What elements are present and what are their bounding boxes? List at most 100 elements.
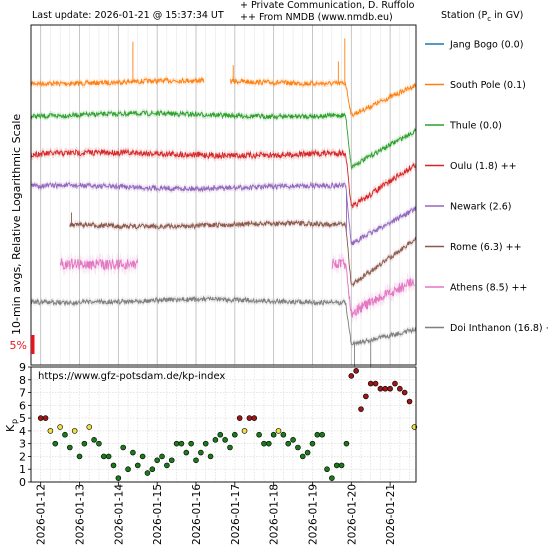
kp-point [232,431,238,438]
kp-point [105,453,112,460]
kp-point [130,449,136,456]
kp-point [173,440,180,447]
kp-point [207,453,214,460]
top-y-axis-label: 10-min avgs, Relative Logarithmic Scale [10,114,23,335]
legend-title: Station (Pc in GV) [441,10,523,25]
kp-point [309,440,316,447]
date-tick-label: 2026-01-14 [113,484,125,545]
kp-ytick-label: 0 [19,476,26,489]
kp-point [37,415,44,421]
series-line [30,109,417,170]
kp-point [168,457,175,464]
kp-point [67,444,73,451]
kp-point [392,380,398,387]
kp-point [285,440,292,447]
date-tick-label: 2026-01-15 [152,484,164,545]
kp-ytick-label: 9 [19,361,26,374]
kp-point [353,368,359,374]
series-athens [59,251,415,324]
kp-ytick-label: 3 [19,438,26,451]
top-plot-frame [30,24,417,366]
kp-point [212,437,219,443]
date-tick-label: 2026-01-16 [191,484,203,545]
kp-point [314,431,321,438]
series-south-pole [30,75,417,120]
kp-point [115,475,122,481]
kp-plot-area [31,367,416,482]
credit-private-communication: + Private Communication, D. Ruffolo [240,0,415,11]
series-rome [69,218,417,289]
last-update-text: Last update: 2026-01-21 @ 15:37:34 UT [32,10,224,21]
kp-point [333,462,340,469]
date-tick-label: 2026-01-20 [346,484,358,545]
kp-point [363,393,369,400]
kp-ytick-label: 7 [19,387,26,400]
kp-point [159,453,165,460]
kp-point [358,406,364,412]
kp-point [241,428,248,434]
kp-point [91,437,97,443]
kp-point [47,428,54,434]
legend-label: Oulu (1.8) ++ [450,161,517,172]
station-series [30,38,417,399]
date-tick-label: 2026-01-21 [385,484,397,545]
kp-point [164,462,170,469]
kp-point [110,462,117,469]
kp-point [295,444,301,451]
series-spread-band [31,179,416,249]
kp-point [270,431,277,438]
series-line [30,148,417,209]
kp-point [62,431,68,438]
scale-marker-bar [31,335,35,354]
kp-point [401,389,408,396]
kp-point [261,440,267,447]
credit-nmdb: ++ From NMDB (www.nmdb.eu) [240,12,393,23]
series-line [331,257,415,319]
kp-point [42,415,49,421]
kp-point [275,428,282,434]
legend-title-tail: in GV) [491,10,524,21]
kp-point [406,398,413,405]
kp-point [76,453,83,460]
kp-point [81,440,88,447]
date-tick-label: 2026-01-13 [75,484,87,545]
kp-point [387,385,393,392]
kp-ytick-label: 4 [19,425,26,438]
kp-point [304,449,311,456]
kp-y-axis-label: K [4,424,17,432]
kp-point [154,457,160,464]
kp-point [338,462,345,469]
series-line [30,295,417,346]
kp-ytick-label: 6 [19,399,26,412]
kp-point [100,453,107,460]
kp-point [86,424,93,430]
kp-point [299,453,306,460]
legend-title-main: Station (P [441,10,488,21]
date-tick-label: 2026-01-19 [307,484,319,545]
scale-marker-label: 5% [10,339,27,352]
legend-title-subscript: c [487,14,492,23]
kp-point [367,380,374,387]
legend-label: Thule (0.0) [449,121,502,132]
kp-point [149,466,156,473]
kp-point [52,440,59,447]
series-thule [30,108,417,172]
kp-source-url: https://www.gfz-potsdam.de/kp-index [38,371,225,382]
kp-point [217,431,224,438]
series-doi-inthanon [30,294,417,348]
kp-point [96,440,102,447]
kp-point [144,470,151,476]
station-legend: Jang Bogo (0.0) South Pole (0.1) Thule (0.… [425,40,548,334]
kp-point [280,431,287,438]
date-tick-label: 2026-01-18 [269,484,281,545]
kp-ytick-label: 2 [19,450,26,463]
kp-point [329,475,335,481]
kp-point [290,437,296,443]
kp-plot-frame [30,366,417,483]
kp-point [324,466,330,473]
kp-point [372,380,379,387]
kp-point [198,449,204,456]
series-newark [30,179,417,249]
